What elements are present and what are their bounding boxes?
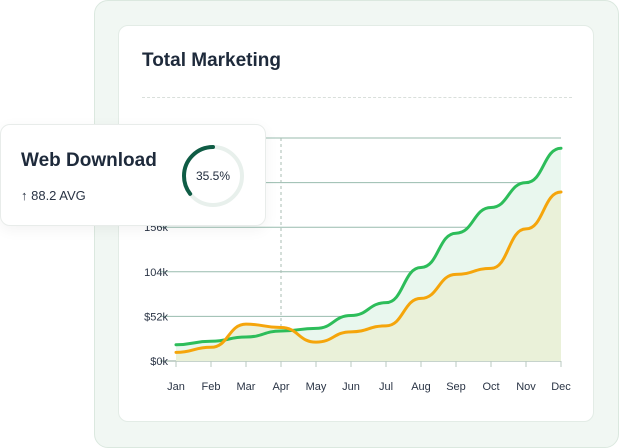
x-tick-label: Jul [379, 381, 393, 393]
ring-progress [182, 145, 244, 207]
y-tick-label: $52k [144, 311, 168, 323]
x-tick-label: Jan [167, 381, 185, 393]
x-tick-label: Apr [272, 381, 289, 393]
progress-ring [182, 145, 244, 207]
series-line-orange [174, 190, 563, 354]
x-tick-label: Aug [411, 381, 431, 393]
series-line-green [174, 146, 563, 347]
x-tick-label: Oct [482, 381, 499, 393]
x-tick-label: Feb [202, 381, 221, 393]
x-tick-label: Mar [237, 381, 256, 393]
divider [142, 97, 572, 98]
card-title: Total Marketing [142, 50, 281, 71]
progress-label: 35.5% [195, 169, 231, 183]
web-download-card: Web Download ↑ 88.2 AVG 35.5% [0, 124, 266, 226]
x-tick-label: Dec [551, 381, 571, 393]
y-tick-label: 104k [144, 267, 168, 279]
y-tick-label: $0k [150, 356, 168, 368]
x-tick-label: Nov [516, 381, 536, 393]
avg-stat: ↑ 88.2 AVG [21, 188, 86, 203]
web-download-title: Web Download [21, 150, 157, 171]
x-tick-label: May [306, 381, 327, 393]
x-tick-label: Sep [446, 381, 466, 393]
series-area-orange [176, 192, 561, 361]
x-tick-label: Jun [342, 381, 360, 393]
